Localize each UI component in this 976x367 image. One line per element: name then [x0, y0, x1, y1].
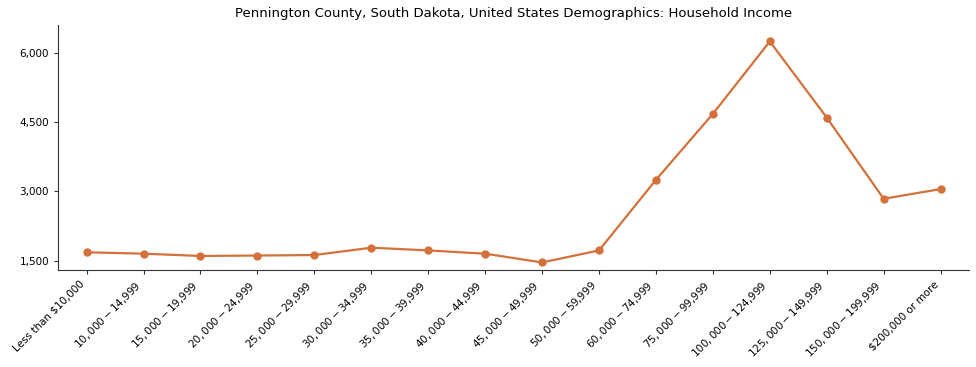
Title: Pennington County, South Dakota, United States Demographics: Household Income: Pennington County, South Dakota, United …: [235, 7, 793, 20]
